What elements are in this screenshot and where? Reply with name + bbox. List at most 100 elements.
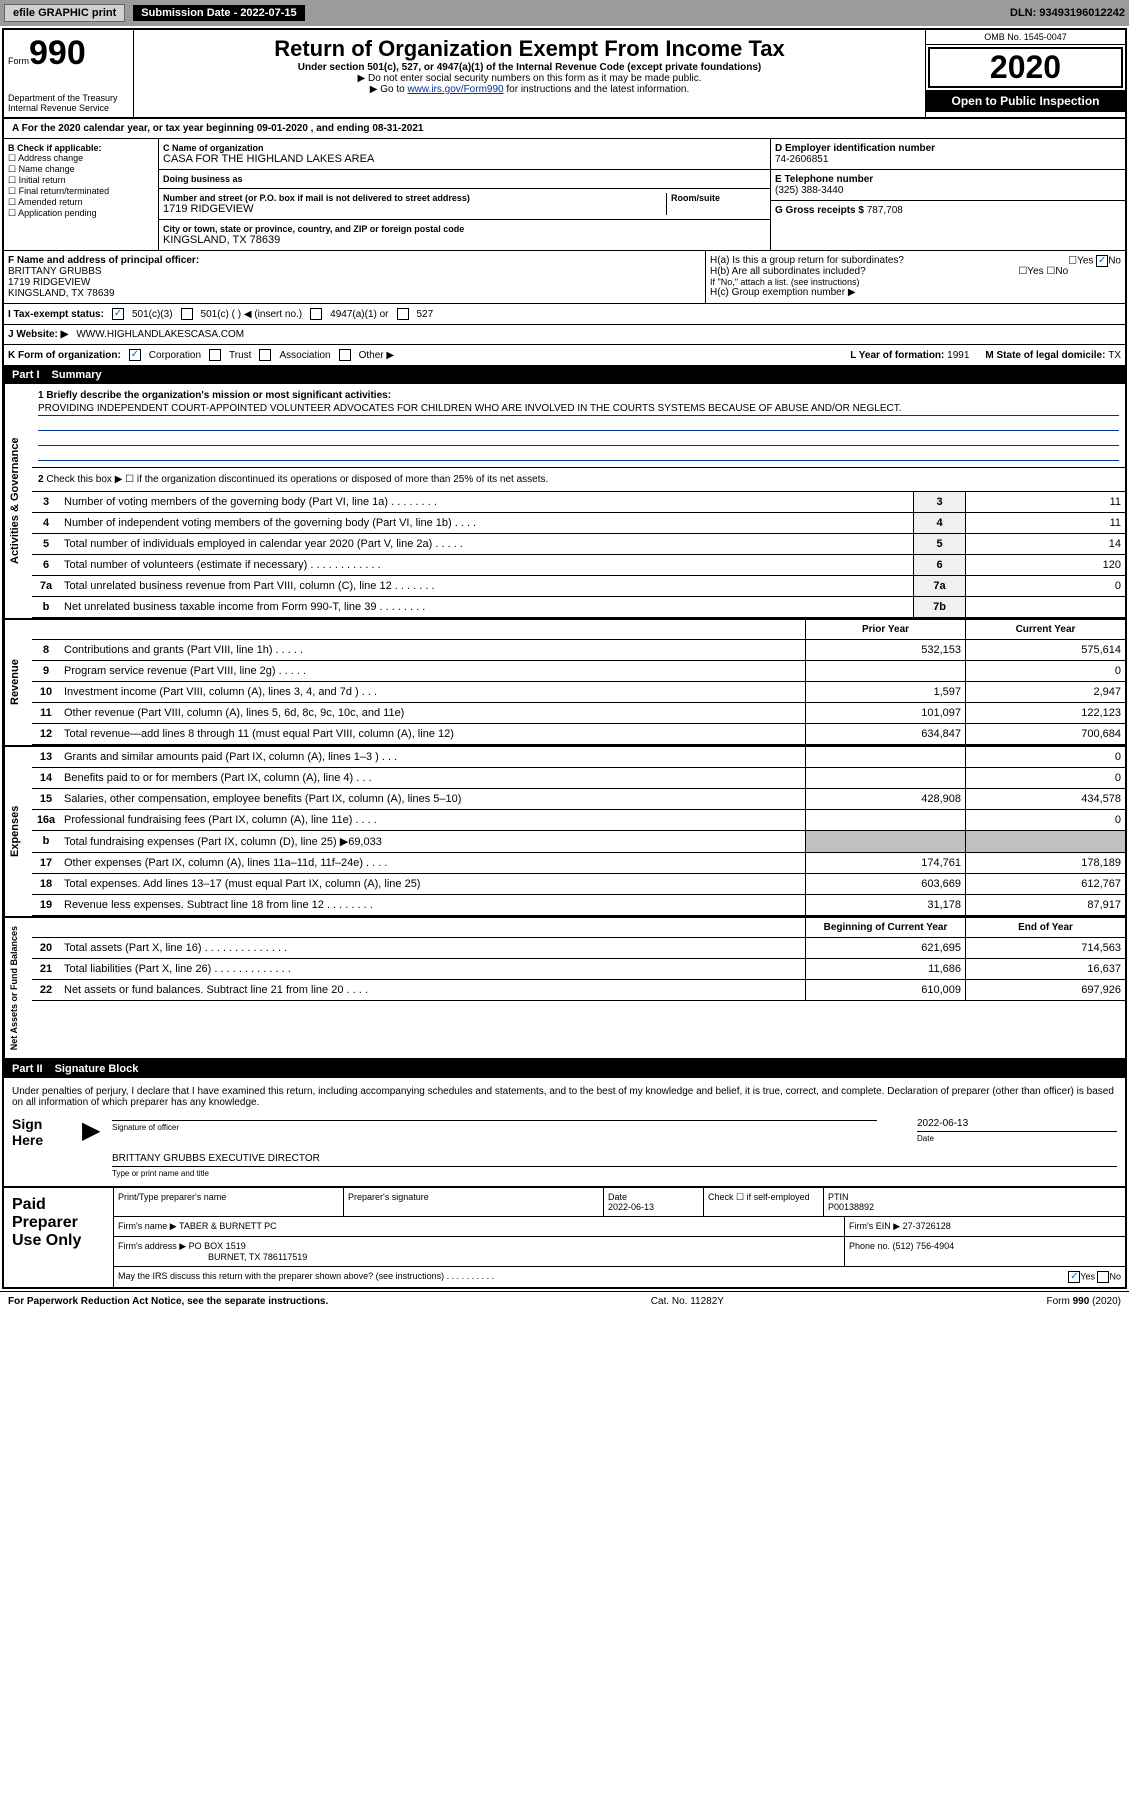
website-row: J Website: ▶ WWW.HIGHLANDLAKESCASA.COM [4, 325, 1125, 345]
paid-preparer-section: Paid Preparer Use Only Print/Type prepar… [4, 1186, 1125, 1287]
side-net: Net Assets or Fund Balances [4, 918, 32, 1058]
opt-corp: Corporation [149, 350, 201, 361]
prior-year-header: Prior Year [805, 620, 965, 639]
data-row: bTotal fundraising expenses (Part IX, co… [32, 831, 1125, 853]
data-row: 17Other expenses (Part IX, column (A), l… [32, 853, 1125, 874]
data-row: 12Total revenue—add lines 8 through 11 (… [32, 724, 1125, 745]
status-label: I Tax-exempt status: [8, 309, 104, 320]
check-501c [181, 308, 193, 320]
efile-button[interactable]: efile GRAPHIC print [4, 4, 125, 22]
activities-section: Activities & Governance 1 Briefly descri… [4, 384, 1125, 620]
firm-phone-label: Phone no. [849, 1241, 893, 1251]
hb-row: H(b) Are all subordinates included? ☐Yes… [710, 266, 1121, 277]
part2-header: Part II Signature Block [4, 1060, 1125, 1078]
l-label: L Year of formation: [850, 350, 947, 361]
fgh-row: F Name and address of principal officer:… [4, 251, 1125, 304]
net-section: Net Assets or Fund Balances Beginning of… [4, 918, 1125, 1060]
firm-ein-label: Firm's EIN ▶ [849, 1221, 900, 1231]
firm-phone: (512) 756-4904 [893, 1241, 955, 1251]
sig-date: 2022-06-13 [917, 1116, 1117, 1132]
expenses-section: Expenses 13Grants and similar amounts pa… [4, 747, 1125, 918]
top-bar: efile GRAPHIC print Submission Date - 20… [0, 0, 1129, 26]
section-c: C Name of organizationCASA FOR THE HIGHL… [159, 139, 770, 250]
current-year-header: Current Year [965, 620, 1125, 639]
check-4947 [310, 308, 322, 320]
city-label: City or town, state or province, country… [163, 224, 766, 234]
label-501c: 501(c) ( ) ◀ (insert no.) [201, 309, 303, 320]
ag-row: 5Total number of individuals employed in… [32, 534, 1125, 555]
ag-row: 7aTotal unrelated business revenue from … [32, 576, 1125, 597]
check-501c3: ✓ [112, 308, 124, 320]
m-value: TX [1108, 350, 1121, 361]
form-number-cell: Form990 Department of the Treasury Inter… [4, 30, 134, 117]
q1-text: PROVIDING INDEPENDENT COURT-APPOINTED VO… [38, 403, 1119, 416]
ptin-label: PTIN [828, 1192, 849, 1202]
net-header: Beginning of Current Year End of Year [32, 918, 1125, 938]
irs-link[interactable]: www.irs.gov/Form990 [407, 84, 503, 95]
opt-address: ☐ Address change [8, 153, 154, 164]
f-label: F Name and address of principal officer: [8, 255, 701, 266]
q2-row: 2 Check this box ▶ ☐ if the organization… [32, 468, 1125, 492]
firm-name: TABER & BURNETT PC [179, 1221, 277, 1231]
note-ssn: ▶ Do not enter social security numbers o… [140, 73, 919, 84]
data-row: 15Salaries, other compensation, employee… [32, 789, 1125, 810]
form-title: Return of Organization Exempt From Incom… [140, 36, 919, 62]
phone-label: E Telephone number [775, 174, 1121, 185]
form-container: Form990 Department of the Treasury Inter… [2, 28, 1127, 1289]
signature-section: Under penalties of perjury, I declare th… [4, 1078, 1125, 1186]
check-trust [209, 349, 221, 361]
data-row: 20Total assets (Part X, line 16) . . . .… [32, 938, 1125, 959]
side-activities: Activities & Governance [4, 384, 32, 618]
data-row: 19Revenue less expenses. Subtract line 1… [32, 895, 1125, 916]
l-value: 1991 [947, 350, 969, 361]
website-label: J Website: ▶ [8, 329, 68, 340]
firm-addr-label: Firm's address ▶ [118, 1241, 186, 1251]
data-row: 18Total expenses. Add lines 13–17 (must … [32, 874, 1125, 895]
check-corp: ✓ [129, 349, 141, 361]
m-label: M State of legal domicile: [985, 350, 1108, 361]
officer-addr2: KINGSLAND, TX 78639 [8, 288, 701, 299]
street-label: Number and street (or P.O. box if mail i… [163, 193, 666, 203]
side-revenue: Revenue [4, 620, 32, 745]
data-row: 16aProfessional fundraising fees (Part I… [32, 810, 1125, 831]
part2-num: Part II [12, 1063, 43, 1075]
tax-status-row: I Tax-exempt status: ✓ 501(c)(3) 501(c) (… [4, 304, 1125, 325]
revenue-section: Revenue Prior Year Current Year 8Contrib… [4, 620, 1125, 747]
data-row: 13Grants and similar amounts paid (Part … [32, 747, 1125, 768]
opt-other: Other ▶ [359, 350, 394, 361]
ptin-value: P00138892 [828, 1202, 874, 1212]
phone-value: (325) 388-3440 [775, 185, 1121, 196]
part1-title: Summary [52, 369, 102, 381]
period-row: A For the 2020 calendar year, or tax yea… [4, 119, 1125, 139]
check-527 [397, 308, 409, 320]
dba-label: Doing business as [163, 174, 766, 184]
footer-left: For Paperwork Reduction Act Notice, see … [8, 1296, 328, 1307]
label-501c3: 501(c)(3) [132, 309, 173, 320]
hb-note: If "No," attach a list. (see instruction… [710, 277, 1121, 287]
ag-row: 4Number of independent voting members of… [32, 513, 1125, 534]
part1-num: Part I [12, 369, 40, 381]
check-other [339, 349, 351, 361]
department-label: Department of the Treasury Internal Reve… [8, 93, 129, 113]
note-suffix: for instructions and the latest informat… [504, 84, 690, 95]
city-value: KINGSLAND, TX 78639 [163, 234, 766, 246]
sig-name: BRITTANY GRUBBS EXECUTIVE DIRECTOR [112, 1151, 1117, 1167]
bcy-header: Beginning of Current Year [805, 918, 965, 937]
prep-check-label: Check ☐ if self-employed [708, 1192, 810, 1202]
note-link: ▶ Go to www.irs.gov/Form990 for instruct… [140, 84, 919, 95]
label-4947: 4947(a)(1) or [330, 309, 388, 320]
omb-number: OMB No. 1545-0047 [926, 30, 1125, 45]
hc-row: H(c) Group exemption number ▶ [710, 287, 1121, 298]
ag-row: 3Number of voting members of the governi… [32, 492, 1125, 513]
firm-addr1: PO BOX 1519 [189, 1241, 246, 1251]
info-grid: B Check if applicable: ☐ Address change … [4, 139, 1125, 251]
paid-label: Paid Preparer Use Only [4, 1188, 114, 1287]
q1-row: 1 Briefly describe the organization's mi… [32, 384, 1125, 468]
org-name: CASA FOR THE HIGHLAND LAKES AREA [163, 153, 766, 165]
firm-name-label: Firm's name ▶ [118, 1221, 177, 1231]
data-row: 8Contributions and grants (Part VIII, li… [32, 640, 1125, 661]
sig-date-label: Date [917, 1134, 1117, 1143]
firm-ein: 27-3726128 [903, 1221, 951, 1231]
org-row: K Form of organization: ✓Corporation Tru… [4, 345, 1125, 366]
side-expenses: Expenses [4, 747, 32, 916]
